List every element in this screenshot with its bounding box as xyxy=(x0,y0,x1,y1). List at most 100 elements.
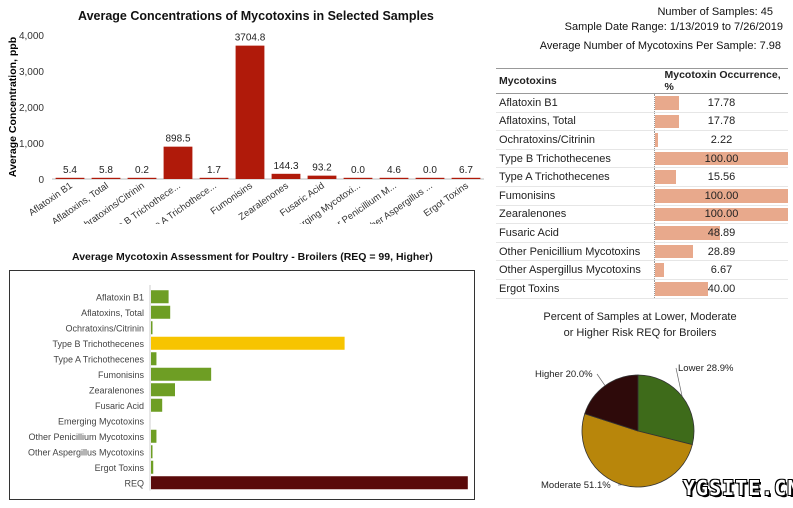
bar-data-label: 0.0 xyxy=(351,165,365,176)
bar-data-label: 0.2 xyxy=(135,165,149,176)
bar xyxy=(415,177,445,179)
occurrence-value: 6.67 xyxy=(710,264,733,277)
table-header-occurrence: Mycotoxin Occurrence, % xyxy=(654,68,788,94)
occurrence-bar xyxy=(655,133,658,147)
y-tick-label: 3,000 xyxy=(19,67,44,78)
occurrence-value: 100.00 xyxy=(704,208,739,221)
bar-data-label: 93.2 xyxy=(312,163,332,174)
mycotoxin-name: Other Aspergillus Mycotoxins xyxy=(496,260,655,280)
category-label: Type B Trichothecenes xyxy=(52,339,144,349)
table-row: Fumonisins 100.00 xyxy=(496,186,788,206)
occurrence-bar xyxy=(655,188,788,203)
pie-slice-label: Lower 28.9% xyxy=(678,363,734,374)
pie-leader-line xyxy=(596,373,606,386)
category-label: Other Aspergillus Mycotoxins xyxy=(28,447,145,457)
occurrence-cell: 6.67 xyxy=(654,260,788,280)
bar xyxy=(55,177,85,179)
mycotoxin-occurrence-table: Mycotoxins Mycotoxin Occurrence, % Aflat… xyxy=(496,68,788,299)
bar xyxy=(91,177,121,179)
y-tick-label: 2,000 xyxy=(19,103,44,114)
bar-data-label: 898.5 xyxy=(165,134,190,145)
hbar xyxy=(151,445,153,459)
table-row: Other Penicillium Mycotoxins 28.89 xyxy=(496,242,788,262)
occurrence-value: 17.78 xyxy=(707,96,736,109)
hbar xyxy=(151,336,345,350)
mycotoxin-name: Aflatoxin B1 xyxy=(496,93,655,113)
bar-data-label: 4.6 xyxy=(387,165,401,176)
occurrence-bar xyxy=(655,170,676,184)
avg-mycotoxins: Average Number of Mycotoxins Per Sample:… xyxy=(539,40,781,52)
pie-leader-line xyxy=(675,367,683,397)
occurrence-value: 40.00 xyxy=(707,282,736,295)
occurrence-value: 48.89 xyxy=(707,226,736,239)
hbar xyxy=(151,305,171,319)
table-header-row: Mycotoxins Mycotoxin Occurrence, % xyxy=(496,68,788,94)
occurrence-bar xyxy=(655,281,709,296)
bar xyxy=(307,175,337,179)
hbar xyxy=(151,476,468,490)
table-row: Other Aspergillus Mycotoxins 6.67 xyxy=(496,260,788,280)
occurrence-bar xyxy=(655,226,721,240)
mycotoxin-name: Zearalenones xyxy=(496,205,655,225)
category-label: Type A Trichothecenes xyxy=(53,354,144,364)
table-row: Ochratoxins/Citrinin 2.22 xyxy=(496,130,788,150)
occurrence-cell: 17.78 xyxy=(654,93,788,113)
category-label: Ergot Toxins xyxy=(95,463,145,473)
occurrence-cell: 100.00 xyxy=(654,205,788,225)
occurrence-value: 100.00 xyxy=(704,189,739,202)
mycotoxin-name: Fumonisins xyxy=(496,186,655,206)
concentration-chart-title: Average Concentrations of Mycotoxins in … xyxy=(78,9,434,23)
pie-slice xyxy=(637,374,695,446)
category-label: Aflatoxins, Total xyxy=(81,308,144,318)
assessment-chart-panel: Aflatoxin B1 Aflatoxins, Total Ochratoxins… xyxy=(9,270,475,500)
bar xyxy=(127,177,157,179)
category-label: Aflatoxin B1 xyxy=(96,292,144,302)
pie-title-line1: Percent of Samples at Lower, Moderate xyxy=(543,311,737,323)
pie-slice xyxy=(581,413,693,488)
occurrence-cell: 100.00 xyxy=(654,186,788,206)
table-row: Type B Trichothecenes 100.00 xyxy=(496,149,788,169)
category-label: Ochratoxins/Citrinin xyxy=(65,323,144,333)
category-label: Zearalenones xyxy=(89,385,145,395)
bar xyxy=(379,177,409,179)
watermark-logo: YGSITE.CN xyxy=(683,476,793,500)
hbar xyxy=(151,383,175,397)
table-header-mycotoxins: Mycotoxins xyxy=(496,68,655,94)
occurrence-bar xyxy=(655,207,788,222)
table-row: Aflatoxins, Total 17.78 xyxy=(496,112,788,132)
occurrence-cell: 40.00 xyxy=(654,279,788,299)
concentration-bar-chart: Average Concentration, ppb 0 1,000 2,000 3,0… xyxy=(7,31,484,224)
sample-date-range: Sample Date Range: 1/13/2019 to 7/26/201… xyxy=(564,21,783,33)
occurrence-bar xyxy=(655,263,664,277)
y-axis-label: Average Concentration, ppb xyxy=(7,37,19,177)
mycotoxin-name: Ochratoxins/Citrinin xyxy=(496,130,655,150)
bar-data-label: 144.3 xyxy=(273,161,298,172)
y-tick-label: 4,000 xyxy=(19,31,44,42)
hbar xyxy=(151,321,153,335)
y-tick-label: 1,000 xyxy=(19,139,44,150)
occurrence-bar xyxy=(655,151,788,166)
occurrence-value: 17.78 xyxy=(707,115,736,128)
mycotoxin-name: Type A Trichothecenes xyxy=(496,167,655,187)
bar-data-label: 1.7 xyxy=(207,165,221,176)
table-row: Zearalenones 100.00 xyxy=(496,205,788,225)
bar xyxy=(199,177,229,179)
hbar xyxy=(151,352,157,366)
occurrence-value: 2.22 xyxy=(710,133,733,146)
occurrence-cell: 17.78 xyxy=(654,112,788,132)
bar xyxy=(451,177,481,179)
bar-data-label: 5.4 xyxy=(63,165,77,176)
y-tick-label: 0 xyxy=(38,175,44,186)
occurrence-value: 100.00 xyxy=(704,152,739,165)
risk-pie-chart: Lower 28.9% Moderate 51.1% Higher 20.0% xyxy=(535,363,734,491)
occurrence-bar xyxy=(655,114,679,129)
mycotoxin-name: Fusaric Acid xyxy=(496,223,655,243)
category-label: Other Penicillium Mycotoxins xyxy=(28,432,144,442)
occurrence-value: 28.89 xyxy=(707,245,736,258)
table-row: Fusaric Acid 48.89 xyxy=(496,223,788,243)
bar-data-label: 3704.8 xyxy=(235,33,266,44)
table-row: Ergot Toxins 40.00 xyxy=(496,279,788,299)
category-label: Fumonisins xyxy=(98,370,145,380)
mycotoxin-name: Type B Trichothecenes xyxy=(496,149,655,169)
assessment-chart-title: Average Mycotoxin Assessment for Poultry… xyxy=(72,251,433,263)
